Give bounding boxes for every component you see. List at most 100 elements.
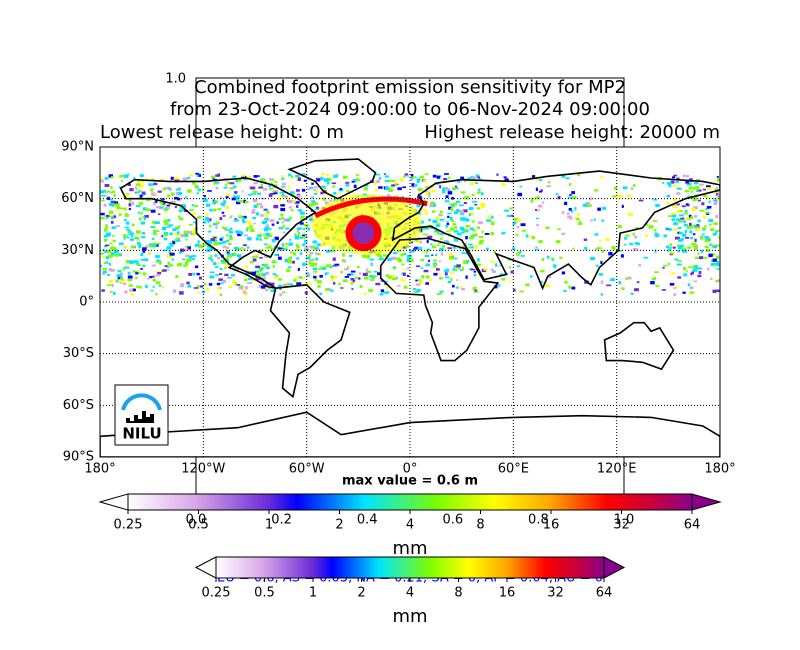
speckle xyxy=(685,181,690,184)
speckle xyxy=(313,193,318,195)
logo-arc xyxy=(121,393,162,411)
speckle xyxy=(100,178,104,181)
speckle xyxy=(302,228,306,230)
speckle xyxy=(454,268,458,272)
speckle xyxy=(536,217,540,220)
speckle xyxy=(300,276,305,280)
speckle xyxy=(122,234,128,238)
speckle xyxy=(282,247,288,251)
speckle xyxy=(130,238,134,241)
speckle xyxy=(175,188,181,191)
speckle xyxy=(692,268,698,272)
speckle xyxy=(295,248,301,251)
speckle xyxy=(423,269,429,273)
speckle xyxy=(142,250,146,253)
speckle xyxy=(449,271,454,274)
colorbar-tick-label: 1 xyxy=(265,518,273,533)
speckle xyxy=(701,249,704,254)
speckle xyxy=(476,207,481,210)
speckle xyxy=(320,266,325,269)
speckle xyxy=(697,219,701,223)
speckle xyxy=(598,273,603,276)
speckle xyxy=(209,275,215,279)
speckle xyxy=(490,232,495,236)
speckle xyxy=(682,266,687,271)
speckle xyxy=(225,249,230,252)
speckle xyxy=(219,273,223,276)
speckle xyxy=(148,243,154,246)
speckle xyxy=(113,193,116,197)
speckle xyxy=(716,244,720,247)
speckle xyxy=(234,191,238,194)
colorbar-unit: mm xyxy=(392,606,427,627)
speckle xyxy=(350,281,354,285)
speckle xyxy=(129,260,134,264)
speckle xyxy=(122,267,126,271)
speckle xyxy=(311,200,316,203)
speckle xyxy=(101,289,105,292)
speckle xyxy=(655,203,660,208)
speckle xyxy=(207,190,212,192)
speckle xyxy=(343,259,346,263)
speckle xyxy=(715,187,719,189)
speckle xyxy=(258,249,262,254)
speckle xyxy=(260,183,263,187)
speckle xyxy=(273,276,279,279)
speckle xyxy=(316,178,321,182)
speckle xyxy=(136,285,140,289)
speckle xyxy=(410,176,413,181)
speckle xyxy=(375,180,380,184)
speckle xyxy=(710,228,715,232)
speckle xyxy=(216,282,221,286)
speckle xyxy=(635,226,639,230)
speckle xyxy=(699,209,705,212)
speckle xyxy=(277,278,283,281)
speckle xyxy=(228,285,233,289)
speckle xyxy=(419,240,422,244)
speckle xyxy=(439,277,443,280)
speckle xyxy=(115,280,120,283)
coastline xyxy=(603,321,675,371)
speckle xyxy=(333,249,336,252)
speckle xyxy=(157,271,162,275)
speckle xyxy=(304,235,308,238)
speckle xyxy=(713,201,718,206)
speckle xyxy=(266,210,270,214)
stray-x-tick: 0.6 xyxy=(442,513,463,528)
speckle xyxy=(459,210,464,214)
stray-x-tick: 1.0 xyxy=(614,513,635,528)
speckle xyxy=(251,271,256,275)
speckle xyxy=(254,270,260,273)
colorbar xyxy=(215,556,605,579)
speckle xyxy=(674,197,677,200)
speckle xyxy=(310,219,314,222)
speckle xyxy=(412,288,416,291)
speckle xyxy=(470,246,475,249)
speckle xyxy=(155,261,158,263)
speckle xyxy=(124,213,128,216)
speckle xyxy=(561,232,566,236)
speckle xyxy=(296,227,302,231)
speckle xyxy=(424,254,430,258)
speckle xyxy=(583,238,588,241)
speckle xyxy=(355,174,360,176)
speckle xyxy=(444,269,449,273)
speckle xyxy=(258,237,262,240)
speckle xyxy=(234,248,238,251)
speckle xyxy=(320,177,324,180)
speckle xyxy=(632,232,635,236)
speckle xyxy=(568,207,572,211)
speckle xyxy=(299,236,303,239)
speckle xyxy=(561,175,566,178)
speckle xyxy=(636,281,640,284)
speckle xyxy=(342,279,348,283)
speckle xyxy=(702,215,707,219)
speckle xyxy=(432,219,438,224)
speckle xyxy=(169,232,173,236)
speckle xyxy=(209,271,215,274)
speckle xyxy=(378,258,384,261)
speckle xyxy=(520,223,526,227)
speckle xyxy=(590,256,595,261)
speckle xyxy=(359,284,363,289)
speckle xyxy=(483,267,488,271)
